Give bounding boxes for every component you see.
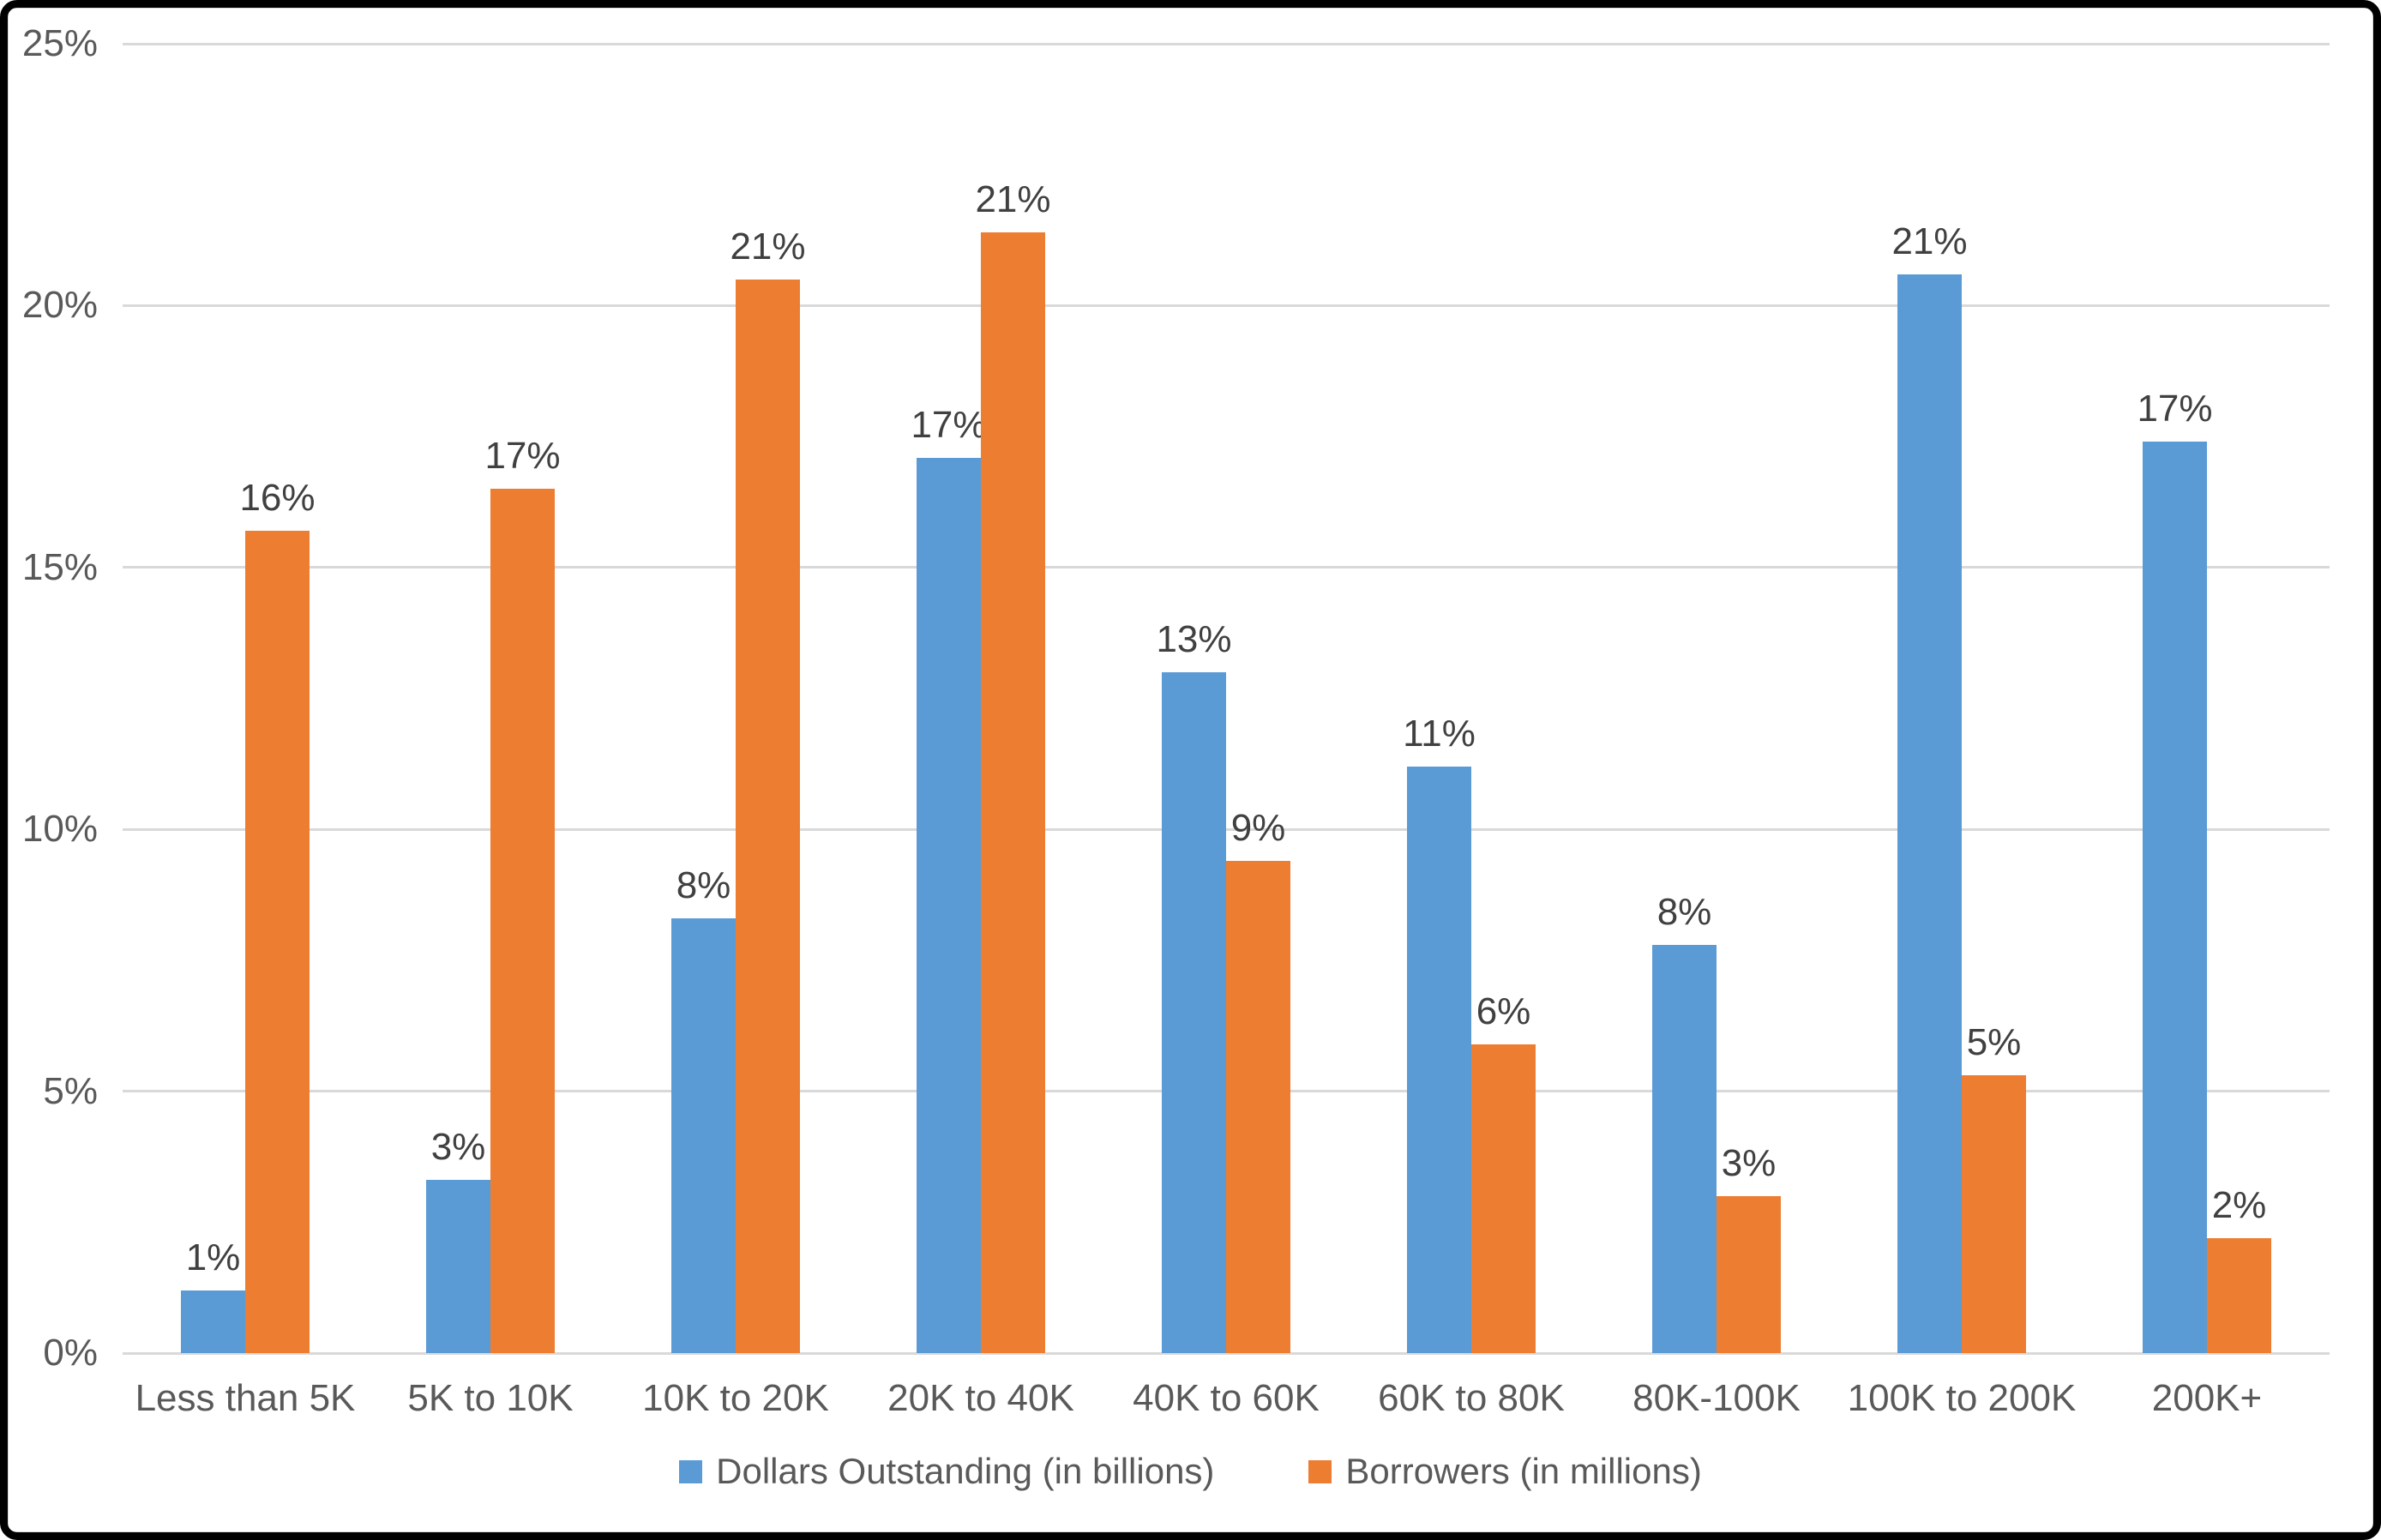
bar-dollars-outstanding [1407, 766, 1471, 1353]
legend-label-borrowers: Borrowers (in millions) [1345, 1451, 1702, 1491]
y-axis-tick-label: 15% [21, 545, 98, 588]
gridline-25pct [123, 42, 2330, 45]
y-axis-tick-label: 20% [21, 284, 98, 327]
data-label: 21% [975, 177, 1051, 220]
bar-borrowers [736, 279, 800, 1353]
x-axis-category-label: 10K to 20K [642, 1377, 829, 1419]
data-label: 21% [730, 225, 806, 268]
data-label: 16% [239, 477, 316, 520]
bar-dollars-outstanding [1897, 274, 1962, 1353]
data-label: 8% [676, 864, 731, 907]
data-label: 3% [1721, 1141, 1777, 1184]
data-label: 17% [2137, 388, 2213, 430]
x-axis-category-label: Less than 5K [135, 1377, 356, 1419]
x-axis-category-label: 5K to 10K [407, 1377, 574, 1419]
data-label: 17% [911, 403, 987, 446]
legend-item-dollars-outstanding: Dollars Outstanding (in billions) [679, 1451, 1214, 1492]
bar-dollars-outstanding [917, 457, 981, 1353]
x-axis-category-label: 200K+ [2151, 1377, 2263, 1419]
data-label: 21% [1891, 220, 1968, 262]
data-label: 17% [484, 435, 561, 478]
bar-dollars-outstanding [426, 1180, 490, 1353]
y-axis-tick-label: 25% [21, 22, 98, 64]
gridline-10pct [123, 827, 2330, 831]
bar-borrowers [1962, 1075, 2026, 1353]
data-label: 2% [2211, 1183, 2267, 1226]
bar-dollars-outstanding [671, 918, 736, 1353]
bar-borrowers [1717, 1195, 1781, 1353]
data-label: 1% [185, 1236, 241, 1278]
data-label: 6% [1476, 990, 1531, 1032]
bar-dollars-outstanding [1162, 671, 1226, 1353]
bar-borrowers [1471, 1044, 1536, 1353]
legend-item-borrowers: Borrowers (in millions) [1308, 1451, 1702, 1492]
legend-swatch-borrowers-icon [1308, 1459, 1332, 1483]
legend-swatch-dollars-outstanding-icon [679, 1459, 703, 1483]
x-axis-category-label: 40K to 60K [1133, 1377, 1320, 1419]
plot-area: 1% 16% 3% 17% 8% 21% 17% 21% 13% 9% 11% 6% 8% 3% 21% 5%… [123, 42, 2330, 1355]
bar-borrowers [1226, 860, 1290, 1353]
y-axis-tick-label: 5% [43, 1069, 98, 1112]
x-axis-category-label: 80K-100K [1632, 1377, 1801, 1419]
x-axis-category-label: 100K to 200K [1847, 1377, 2077, 1419]
x-axis-category-label: 20K to 40K [887, 1377, 1074, 1419]
data-label: 9% [1230, 806, 1286, 849]
gridline-0pct [123, 1351, 2330, 1355]
gridline-15pct [123, 566, 2330, 569]
y-axis-tick-label: 0% [43, 1332, 98, 1374]
bar-borrowers [490, 489, 555, 1353]
bar-borrowers [981, 232, 1045, 1353]
legend: Dollars Outstanding (in billions) Borrow… [0, 1451, 2381, 1492]
bar-dollars-outstanding [1652, 944, 1717, 1353]
data-label: 3% [430, 1126, 486, 1169]
bar-dollars-outstanding [181, 1290, 245, 1353]
x-axis-category-label: 60K to 80K [1378, 1377, 1565, 1419]
data-label: 8% [1656, 890, 1712, 933]
bar-dollars-outstanding [2143, 442, 2207, 1353]
data-label: 5% [1966, 1021, 2022, 1064]
gridline-20pct [123, 304, 2330, 307]
y-axis-tick-label: 10% [21, 808, 98, 851]
bar-borrowers [245, 531, 310, 1353]
data-label: 13% [1156, 617, 1232, 660]
data-label: 11% [1403, 712, 1476, 755]
legend-label-dollars-outstanding: Dollars Outstanding (in billions) [716, 1451, 1215, 1491]
bar-borrowers [2207, 1237, 2271, 1353]
